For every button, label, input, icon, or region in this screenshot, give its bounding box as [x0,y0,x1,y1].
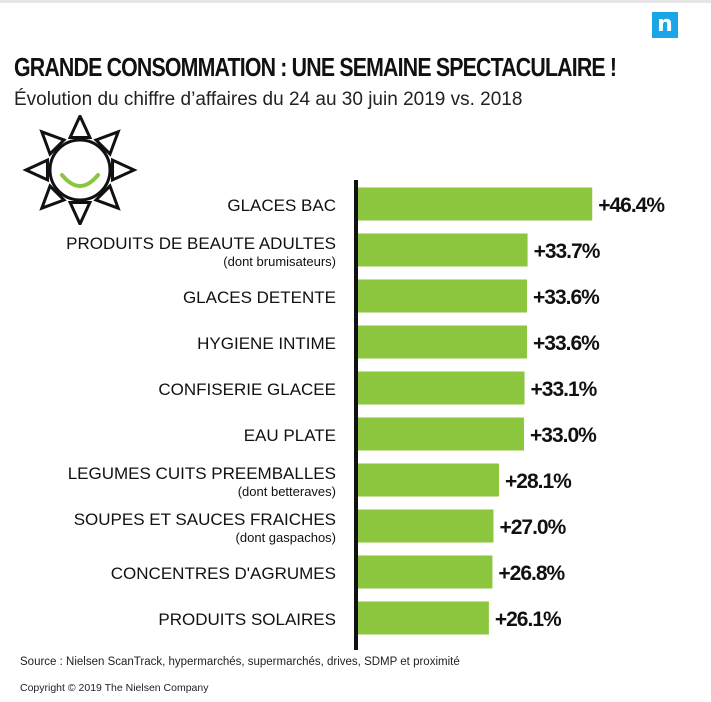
page-subtitle: Évolution du chiffre d’affaires du 24 au… [14,89,523,110]
category-label: LEGUMES CUITS PREEMBALLES [68,464,336,483]
top-border [0,0,711,3]
bar-chart: GLACES BAC +46.4% PRODUITS DE BEAUTE ADULT… [66,180,666,650]
nielsen-logo: n [652,12,678,38]
sun-smile [60,173,100,188]
sun-ray [93,129,121,157]
bar [356,601,489,635]
bar [356,279,528,313]
page-title: GRANDE CONSOMMATION : UNE SEMAINE SPECTA… [14,52,617,82]
category-sublabel: (dont gaspachos) [236,530,336,545]
category-label: GLACES DETENTE [183,288,336,307]
value-label: +33.6% [533,286,600,309]
category-label: CONFISERIE GLACEE [158,380,336,399]
category-sublabel: (dont betteraves) [238,484,336,499]
sun-rays [22,115,138,225]
bar [356,187,593,221]
category-label: PRODUITS DE BEAUTE ADULTES [66,234,336,253]
sun-icon [22,115,138,225]
value-label: +33.0% [530,424,597,447]
category-label: SOUPES ET SAUCES FRAICHES [74,510,336,529]
sun-ray [39,183,67,211]
bar [356,371,525,405]
copyright-note: Copyright © 2019 The Nielsen Company [20,682,209,694]
sun-ray [111,157,138,183]
logo-letter: n [657,12,673,37]
sun-ray [22,157,49,183]
category-label: PRODUITS SOLAIRES [158,610,336,629]
category-label: EAU PLATE [244,426,336,445]
sun-ray [67,201,93,225]
category-label: CONCENTRES D'AGRUMES [111,564,336,583]
bar [356,417,524,451]
bar [356,233,528,267]
value-label: +46.4% [598,194,665,217]
sun-disc [48,138,112,202]
category-label: HYGIENE INTIME [197,334,336,353]
bar [356,463,500,497]
value-label: +26.1% [495,608,562,631]
value-label: +33.6% [533,332,600,355]
category-sublabel: (dont brumisateurs) [223,254,336,269]
sun-ray [93,183,121,211]
value-label: +33.1% [531,378,598,401]
bar [356,509,494,543]
sun-ray [67,115,93,139]
sun-ray [39,129,67,157]
value-label: +27.0% [499,516,566,539]
bar [356,325,528,359]
bar [356,555,493,589]
value-label: +28.1% [505,470,572,493]
source-note: Source : Nielsen ScanTrack, hypermarchés… [20,656,460,668]
value-label: +33.7% [534,240,601,263]
value-label: +26.8% [498,562,565,585]
category-label: GLACES BAC [227,196,336,215]
